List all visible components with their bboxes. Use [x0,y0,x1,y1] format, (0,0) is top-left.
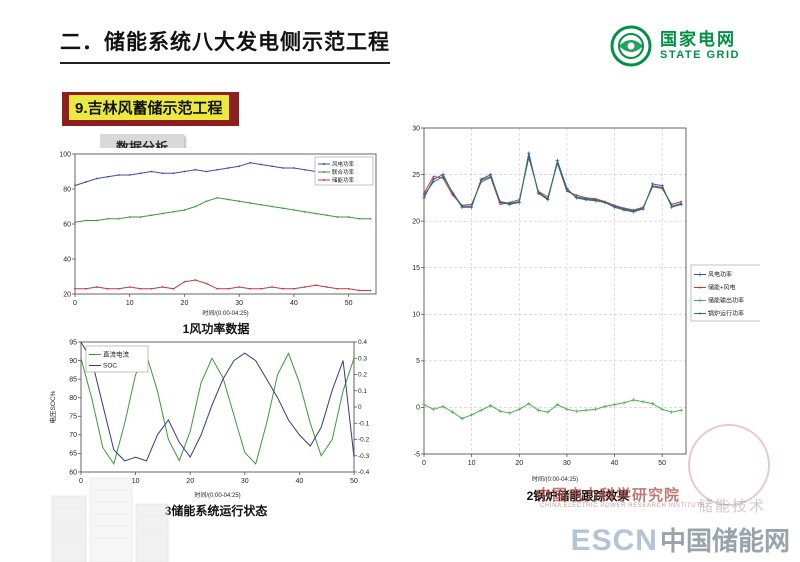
svg-text:80: 80 [69,395,77,402]
svg-text:0.3: 0.3 [358,355,367,362]
logo-text-cn: 国家电网 [660,29,737,49]
svg-text:0: 0 [416,405,420,412]
svg-text:5: 5 [416,358,420,365]
svg-text:10: 10 [126,300,134,307]
svg-text:50: 50 [345,300,353,307]
svg-text:40: 40 [290,300,298,307]
svg-text:100: 100 [59,151,71,158]
svg-text:20: 20 [63,291,71,298]
svg-text:40: 40 [63,256,71,263]
svg-text:0.1: 0.1 [358,388,367,395]
institute-seal-watermark [688,424,770,506]
svg-text:风电功率: 风电功率 [332,160,355,168]
svg-text:0: 0 [73,300,77,307]
svg-text:电压SOC%: 电压SOC% [48,390,57,423]
state-grid-emblem-icon [610,25,652,67]
escn-logo: ESCN 中国储能网 [571,521,790,558]
svg-text:联合功率: 联合功率 [332,168,355,176]
svg-text:20: 20 [181,300,189,307]
svg-text:储能输出功率: 储能输出功率 [708,297,744,305]
svg-text:85: 85 [69,376,77,383]
svg-text:30: 30 [235,300,243,307]
storage-status-chart: 60 65 70 75 80 85 90 95 -0.4 -0.3 -0.2 -0.1 0 0.1 0.2 0… [48,336,384,500]
svg-text:储能+风电: 储能+风电 [708,284,736,292]
escn-logo-cn: 中国储能网 [659,526,790,556]
institute-watermark: 中国电力科学研究院 [536,487,681,504]
svg-text:0: 0 [358,404,362,411]
svg-text:-0.4: -0.4 [358,469,370,476]
tech-watermark: 储能技术 [697,498,766,515]
svg-text:风电功率: 风电功率 [708,271,732,279]
svg-text:50: 50 [658,460,666,467]
svg-text:0: 0 [79,478,83,485]
building-watermark [51,477,169,562]
svg-text:时间/(0:00-04:25): 时间/(0:00-04:25) [194,491,240,499]
svg-text:时间/(0:00-04:25): 时间/(0:00-04:25) [202,309,248,317]
svg-text:20: 20 [515,460,523,467]
svg-text:65: 65 [69,451,77,458]
slide-title: 二．储能系统八大发电侧示范工程 [60,26,390,64]
escn-logo-en: ESCN [570,524,658,557]
institute-watermark-en: CHINA ELECTRIC POWER RESEARCH INSTITUTE [540,503,706,509]
storage-status-chart-caption: 3储能系统运行状态 [164,504,268,518]
svg-text:锅炉运行功率: 锅炉运行功率 [708,310,744,318]
svg-text:70: 70 [69,432,77,439]
svg-text:20: 20 [186,478,194,485]
svg-text:10: 10 [468,460,476,467]
svg-text:直流电流: 直流电流 [103,350,130,359]
svg-text:20: 20 [412,218,420,225]
svg-text:15: 15 [412,265,420,272]
state-grid-logo: 国家电网 STATE GRID [609,24,740,68]
svg-text:-0.3: -0.3 [358,453,370,460]
svg-text:60: 60 [63,221,71,228]
svg-text:95: 95 [69,339,77,346]
svg-text:80: 80 [63,186,71,193]
section-label: 9.吉林风蓄储示范工程 [69,95,229,120]
svg-text:SOC: SOC [103,363,117,370]
svg-text:-0.2: -0.2 [358,437,370,444]
svg-text:0.4: 0.4 [358,339,367,346]
section-header: 9.吉林风蓄储示范工程 [62,92,239,126]
svg-text:90: 90 [69,358,77,365]
svg-text:25: 25 [412,172,420,179]
logo-text-en: STATE GRID [660,49,740,62]
svg-text:60: 60 [69,469,77,476]
svg-text:10: 10 [412,312,420,319]
wind-power-chart-caption: 1风功率数据 [182,322,250,336]
svg-text:30: 30 [241,478,249,485]
svg-text:-0.1: -0.1 [358,420,370,427]
svg-text:50: 50 [350,478,358,485]
wind-power-chart: 20 40 60 80 100 0 10 20 30 40 50 时间/(0:00-04:25) 风电功… [48,148,384,318]
svg-text:40: 40 [296,478,304,485]
svg-text:0: 0 [422,460,426,467]
svg-text:储能功率: 储能功率 [332,176,355,184]
svg-text:时间/(0:00-04:25): 时间/(0:00-04:25) [532,475,578,483]
svg-text:40: 40 [611,460,619,467]
svg-text:75: 75 [69,414,77,421]
svg-text:30: 30 [412,125,420,132]
svg-text:10: 10 [132,478,140,485]
boiler-tracking-chart-caption: 2锅炉储能跟踪效果 [526,489,630,503]
svg-text:0.2: 0.2 [358,372,367,379]
svg-text:-5: -5 [414,451,420,458]
svg-text:30: 30 [563,460,571,467]
